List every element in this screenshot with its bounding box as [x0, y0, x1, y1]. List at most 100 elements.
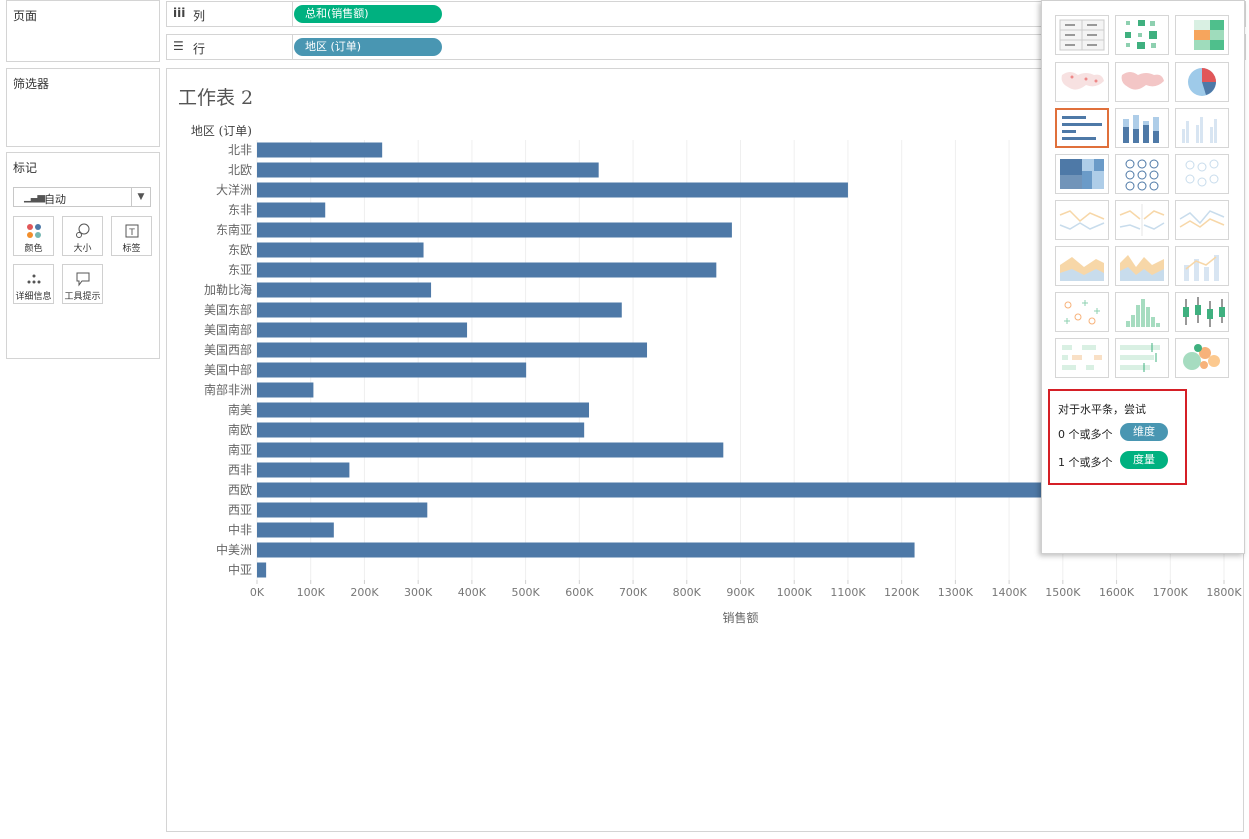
size-button[interactable]: 大小	[62, 216, 103, 256]
category-label: 南部非洲	[204, 382, 252, 397]
area-continuous-thumb[interactable]	[1055, 246, 1109, 286]
color-button[interactable]: 颜色	[13, 216, 54, 256]
symbol-map-thumb[interactable]	[1055, 62, 1109, 102]
category-label: 大洋洲	[216, 182, 252, 197]
hint-dimension-count: 0 个或多个	[1058, 428, 1113, 441]
treemap-thumb[interactable]	[1055, 154, 1109, 194]
columns-shelf-label: 列	[193, 9, 206, 23]
bar	[257, 362, 527, 378]
category-label: 东南亚	[216, 222, 252, 237]
category-label: 东亚	[228, 263, 252, 277]
hint-title: 对于水平条，尝试	[1058, 403, 1146, 416]
category-label: 北欧	[228, 163, 252, 177]
mark-type-label: 自动	[44, 193, 66, 206]
size-icon	[63, 223, 102, 239]
stacked-bars-thumb[interactable]	[1115, 108, 1169, 148]
side-by-side-bars-thumb[interactable]	[1175, 108, 1229, 148]
color-dots-icon	[14, 223, 53, 239]
x-tick-label: 1200K	[884, 586, 920, 599]
row-header-title: 地区 (订单)	[191, 124, 252, 138]
side-by-side-circles-thumb[interactable]	[1175, 154, 1229, 194]
pages-card[interactable]: 页面	[6, 0, 160, 62]
rows-shelf-label: 行	[193, 42, 206, 56]
x-tick-label: 1700K	[1153, 586, 1189, 599]
x-tick-label: 200K	[350, 586, 379, 599]
x-tick-label: 1400K	[992, 586, 1028, 599]
marks-card-title: 标记	[13, 161, 38, 175]
circle-views-thumb[interactable]	[1115, 154, 1169, 194]
columns-icon: iii	[173, 6, 186, 20]
show-me-panel: 对于水平条，尝试 0 个或多个 维度 1 个或多个 度量	[1041, 0, 1245, 554]
chevron-down-icon[interactable]: ▼	[131, 188, 150, 206]
bar	[257, 242, 424, 258]
category-label: 西亚	[228, 503, 252, 517]
bar	[257, 502, 428, 518]
pages-card-title: 页面	[13, 9, 38, 23]
bar	[257, 422, 585, 438]
scatter-plot-thumb[interactable]	[1055, 292, 1109, 332]
x-tick-label: 1100K	[830, 586, 866, 599]
bar	[257, 322, 468, 338]
measure-pill-sales[interactable]: 总和(销售额)	[294, 5, 442, 23]
show-me-hint: 对于水平条，尝试 0 个或多个 维度 1 个或多个 度量	[1048, 389, 1187, 485]
discrete-lines-thumb[interactable]	[1115, 200, 1169, 240]
tooltip-button-label: 工具提示	[64, 292, 101, 302]
hint-measure-count: 1 个或多个	[1058, 456, 1113, 469]
sheet-title[interactable]: 工作表 2	[178, 87, 254, 109]
bar	[257, 282, 432, 298]
bar	[257, 142, 383, 158]
bar	[257, 302, 622, 318]
dual-lines-thumb[interactable]	[1175, 200, 1229, 240]
bar-chart-icon: ▁▃▅	[24, 192, 45, 203]
x-tick-label: 1600K	[1099, 586, 1135, 599]
x-tick-label: 600K	[565, 586, 594, 599]
category-label: 中亚	[228, 562, 252, 577]
dual-combination-thumb[interactable]	[1175, 246, 1229, 286]
mark-type-dropdown[interactable]: ▁▃▅ 自动 ▼	[13, 187, 151, 207]
x-tick-label: 900K	[726, 586, 755, 599]
horizontal-bars-thumb[interactable]	[1055, 108, 1109, 148]
bullet-graph-thumb[interactable]	[1115, 338, 1169, 378]
x-tick-label: 1300K	[938, 586, 974, 599]
x-tick-label: 1000K	[777, 586, 813, 599]
filled-map-thumb[interactable]	[1115, 62, 1169, 102]
category-label: 北非	[228, 143, 252, 157]
detail-button[interactable]: 详细信息	[13, 264, 54, 304]
text-table-thumb[interactable]	[1055, 15, 1109, 55]
heat-map-thumb[interactable]	[1115, 15, 1169, 55]
category-label: 东欧	[228, 243, 252, 257]
category-label: 中美洲	[216, 542, 252, 557]
bar	[257, 262, 717, 278]
highlight-table-thumb[interactable]	[1175, 15, 1229, 55]
packed-bubbles-thumb[interactable]	[1175, 338, 1229, 378]
category-label: 南亚	[228, 442, 252, 457]
area-discrete-thumb[interactable]	[1115, 246, 1169, 286]
continuous-lines-thumb[interactable]	[1055, 200, 1109, 240]
pie-chart-thumb[interactable]	[1175, 62, 1229, 102]
color-button-label: 颜色	[24, 244, 43, 254]
x-tick-label: 1500K	[1045, 586, 1081, 599]
bar-chart: 0K 100K 200K 300K 400K 500K 600K 700K 800K 900K 10…	[191, 124, 1243, 625]
hint-dimension-pill: 维度	[1120, 423, 1168, 441]
x-tick-label: 500K	[512, 586, 541, 599]
size-button-label: 大小	[73, 244, 92, 254]
x-tick-label: 0K	[250, 586, 265, 599]
label-button[interactable]: T 标签	[111, 216, 152, 256]
filters-card[interactable]: 筛选器	[6, 68, 160, 147]
bar	[257, 222, 732, 238]
category-label: 西欧	[228, 483, 252, 497]
dimension-pill-region[interactable]: 地区 (订单)	[294, 38, 442, 56]
x-tick-label: 1800K	[1206, 586, 1242, 599]
label-button-label: 标签	[122, 244, 141, 254]
hint-measure-pill: 度量	[1120, 451, 1168, 469]
box-plot-thumb[interactable]	[1175, 292, 1229, 332]
bar	[257, 442, 724, 458]
tooltip-button[interactable]: 工具提示	[62, 264, 103, 304]
bar	[257, 202, 326, 218]
category-label: 南美	[228, 402, 252, 417]
category-label: 美国中部	[204, 362, 252, 377]
x-tick-label: 300K	[404, 586, 433, 599]
histogram-thumb[interactable]	[1115, 292, 1169, 332]
bar	[257, 522, 334, 538]
gantt-chart-thumb[interactable]	[1055, 338, 1109, 378]
